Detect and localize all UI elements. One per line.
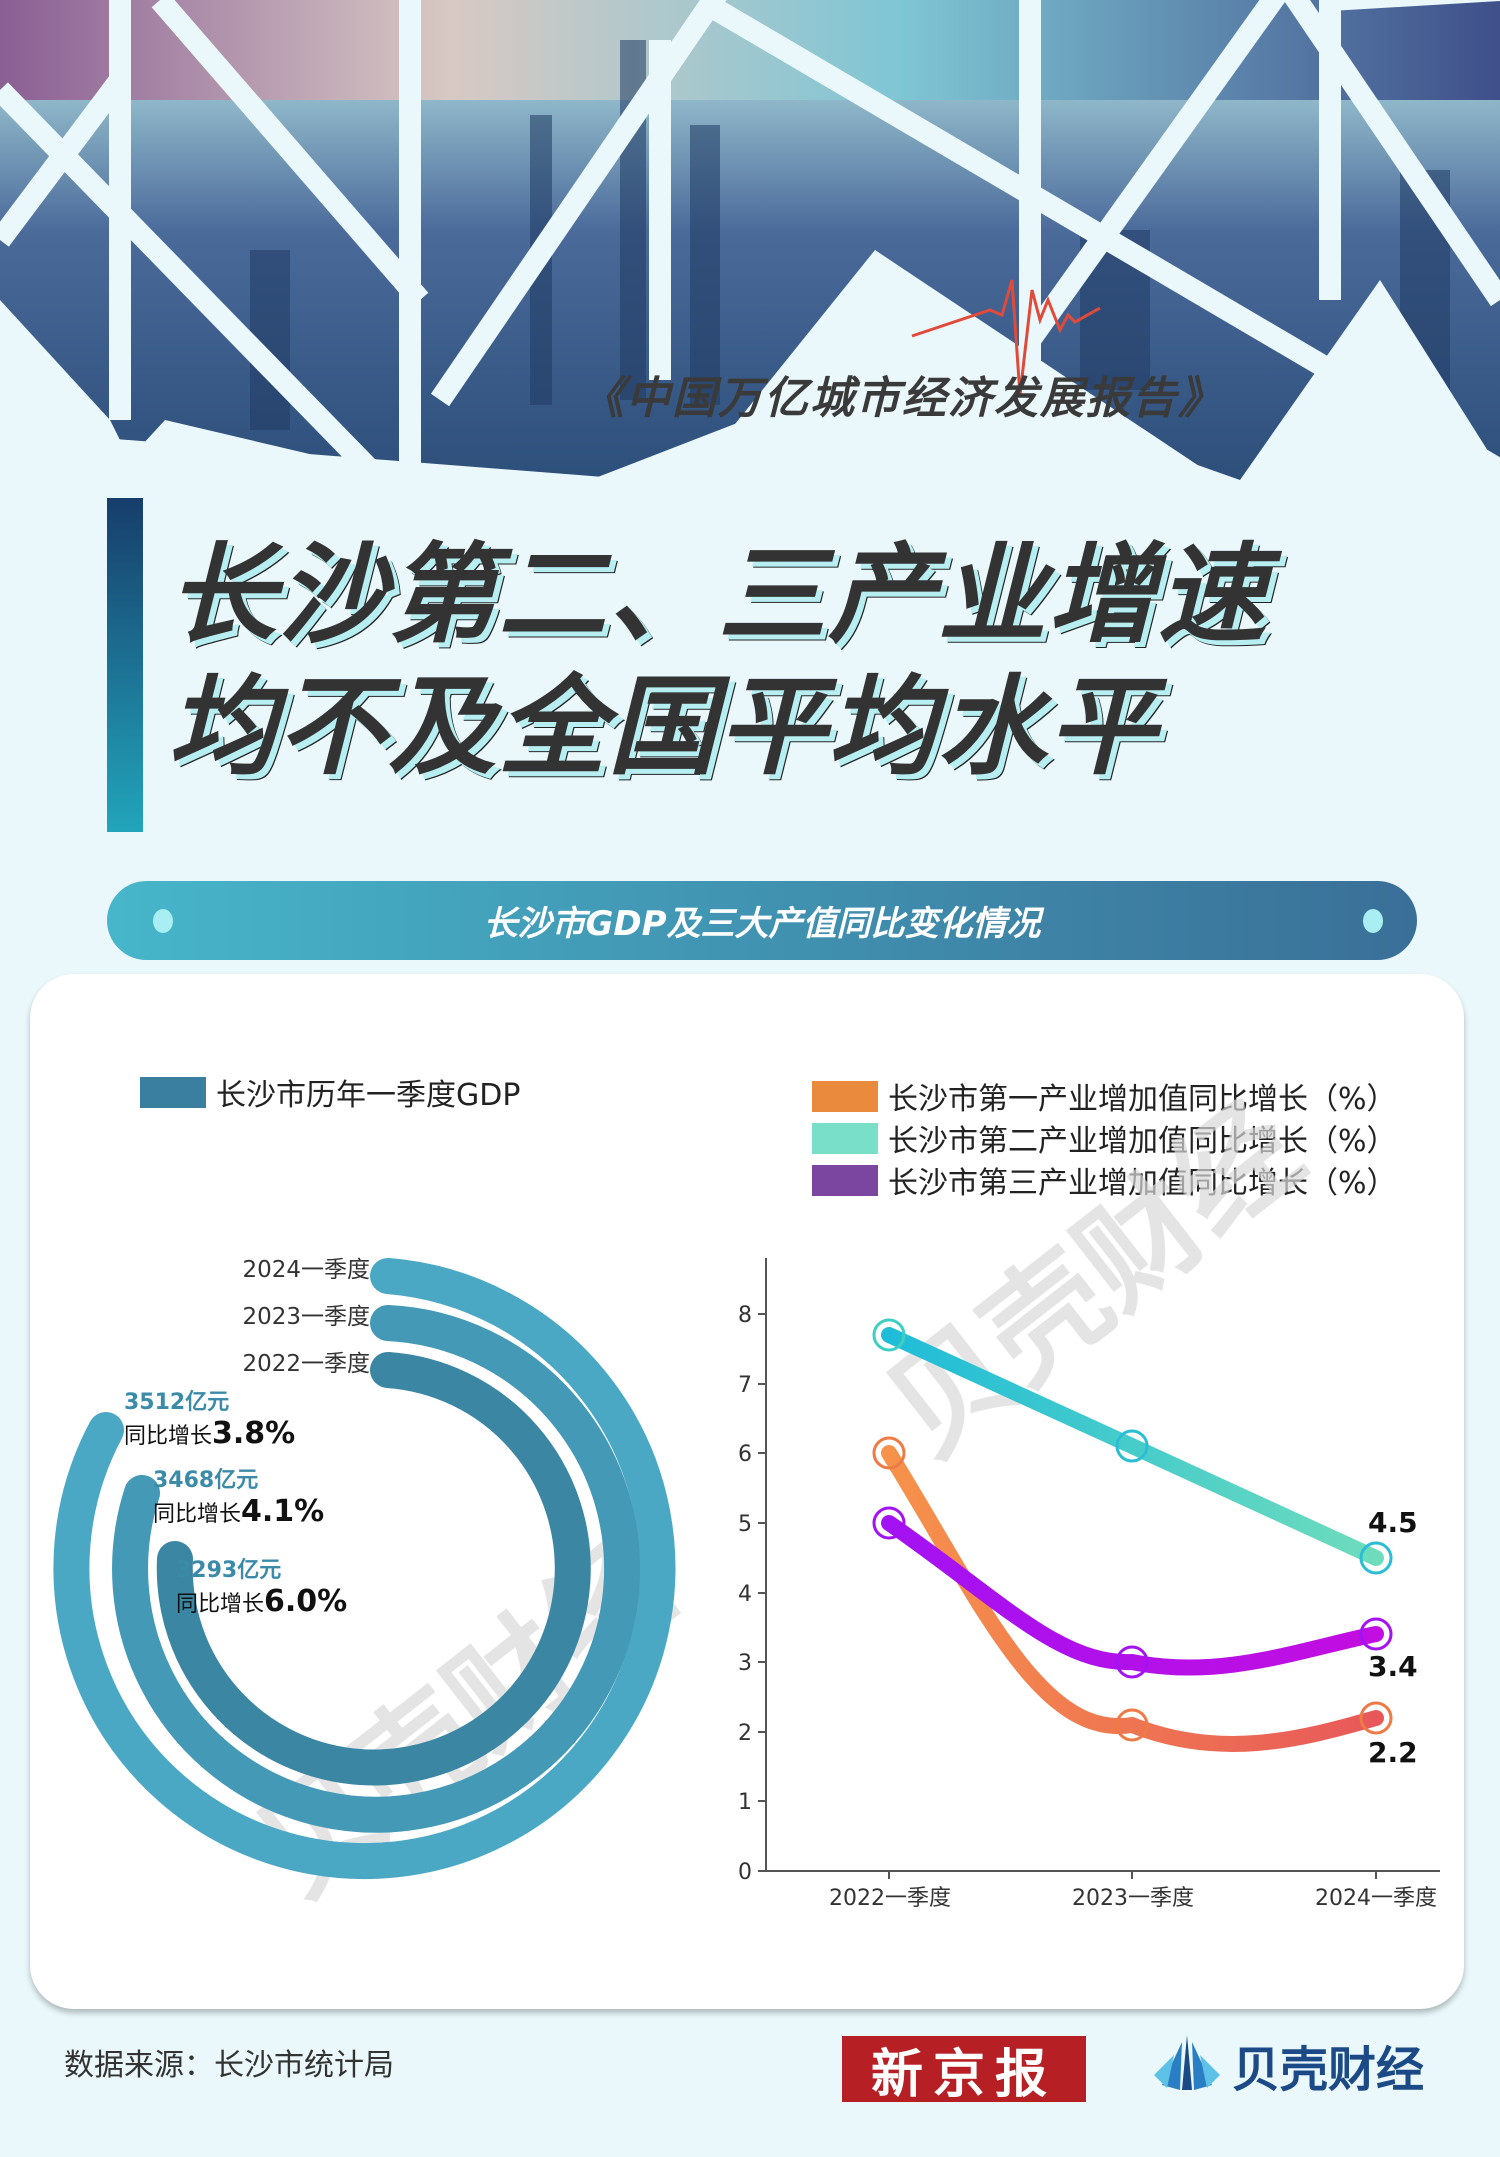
growth-value-2022: 6.0% bbox=[264, 1584, 348, 1619]
line-chart bbox=[758, 1258, 1440, 1879]
donut-label-2023: 2023一季度 bbox=[242, 1304, 370, 1330]
svg-text:3: 3 bbox=[738, 1651, 752, 1676]
svg-text:0: 0 bbox=[738, 1860, 752, 1885]
svg-text:4: 4 bbox=[738, 1582, 752, 1607]
annotation-tertiary: 3.4 bbox=[1368, 1650, 1418, 1683]
legend-swatch-tertiary bbox=[812, 1164, 878, 1196]
legend-primary: 长沙市第一产业增加值同比增长（%） bbox=[812, 1074, 1397, 1118]
gdp-value-2023: 3468亿元 bbox=[153, 1468, 259, 1493]
donut-value-2024: 3512亿元 同比增长3.8% bbox=[124, 1384, 295, 1451]
legend-label-secondary: 长沙市第二产业增加值同比增长（%） bbox=[888, 1124, 1397, 1159]
annotation-secondary: 4.5 bbox=[1368, 1506, 1418, 1539]
y-axis-ticks: 0 1 2 3 4 5 6 7 8 bbox=[738, 1303, 752, 1885]
donut-label-2022: 2022一季度 bbox=[242, 1351, 370, 1377]
section-banner: 长沙市GDP及三大产值同比变化情况 bbox=[107, 881, 1417, 960]
donut-year-labels: 2024一季度 2023一季度 2022一季度 bbox=[230, 1247, 370, 1388]
legend-gdp: 长沙市历年一季度GDP bbox=[140, 1070, 520, 1114]
shell-logo-icon bbox=[1154, 2035, 1220, 2090]
annotation-primary: 2.2 bbox=[1368, 1736, 1418, 1769]
donut-value-2022: 3293亿元 同比增长6.0% bbox=[176, 1552, 347, 1619]
banner-dot-right bbox=[1363, 909, 1383, 933]
gdp-radial-chart bbox=[53, 1258, 676, 1880]
logo-xinjingbao: 新京报 bbox=[842, 2036, 1086, 2105]
watermark: 贝壳财经 贝壳财经 bbox=[231, 1076, 1326, 1923]
svg-text:7: 7 bbox=[738, 1373, 752, 1398]
series-tertiary-line bbox=[881, 1515, 1384, 1676]
legend-label-gdp: 长沙市历年一季度GDP bbox=[216, 1078, 521, 1113]
x-label-2024: 2024一季度 bbox=[1315, 1886, 1437, 1911]
arc-2022 bbox=[156, 1352, 591, 1786]
legend-swatch-secondary bbox=[812, 1122, 878, 1154]
gdp-value-2022: 3293亿元 bbox=[176, 1558, 282, 1583]
growth-prefix-2024: 同比增长 bbox=[124, 1424, 213, 1449]
legend-label-tertiary: 长沙市第三产业增加值同比增长（%） bbox=[888, 1166, 1397, 1201]
svg-text:2: 2 bbox=[738, 1721, 752, 1746]
data-markers bbox=[872, 1318, 1393, 1742]
headline-line-2: 均不及全国平均水平 bbox=[168, 665, 1159, 790]
arc-2023 bbox=[112, 1305, 641, 1833]
arc-2024 bbox=[53, 1258, 676, 1880]
growth-prefix-2022: 同比增长 bbox=[176, 1592, 265, 1617]
legend-swatch-gdp bbox=[140, 1076, 206, 1108]
headline-accent-bar bbox=[107, 498, 143, 832]
legend-tertiary: 长沙市第三产业增加值同比增长（%） bbox=[812, 1158, 1397, 1202]
legend-swatch-primary bbox=[812, 1080, 878, 1112]
donut-label-2024: 2024一季度 bbox=[242, 1257, 370, 1283]
banner-dot-left bbox=[153, 909, 173, 933]
svg-text:5: 5 bbox=[738, 1512, 752, 1537]
growth-value-2024: 3.8% bbox=[212, 1416, 296, 1451]
series-primary-line bbox=[881, 1445, 1384, 1752]
headline-line-1: 长沙第二、三产业增速 bbox=[168, 533, 1269, 658]
growth-prefix-2023: 同比增长 bbox=[153, 1502, 242, 1527]
page-headline: 长沙第二、三产业增速 均不及全国平均水平 bbox=[168, 530, 1268, 794]
legend-label-primary: 长沙市第一产业增加值同比增长（%） bbox=[888, 1082, 1397, 1117]
x-label-2023: 2023一季度 bbox=[1072, 1886, 1194, 1911]
hero-city-collage bbox=[0, 0, 1500, 480]
svg-text:1: 1 bbox=[738, 1790, 752, 1815]
series-secondary-line bbox=[881, 1327, 1384, 1566]
gdp-value-2024: 3512亿元 bbox=[124, 1390, 230, 1415]
logo-beike: 贝壳财经 bbox=[1152, 2030, 1424, 2100]
svg-text:6: 6 bbox=[738, 1442, 752, 1467]
report-series-title: 《中国万亿城市经济发展报告》 bbox=[580, 373, 1224, 424]
heartbeat-icon bbox=[911, 279, 1101, 396]
data-source: 数据来源：长沙市统计局 bbox=[64, 2048, 394, 2083]
x-label-2022: 2022一季度 bbox=[829, 1886, 951, 1911]
banner-title: 长沙市GDP及三大产值同比变化情况 bbox=[483, 904, 1041, 944]
legend-secondary: 长沙市第二产业增加值同比增长（%） bbox=[812, 1116, 1397, 1160]
growth-value-2023: 4.1% bbox=[241, 1494, 325, 1529]
donut-value-2023: 3468亿元 同比增长4.1% bbox=[153, 1462, 324, 1529]
logo-beike-text: 贝壳财经 bbox=[1232, 2042, 1425, 2098]
svg-text:8: 8 bbox=[738, 1303, 752, 1328]
